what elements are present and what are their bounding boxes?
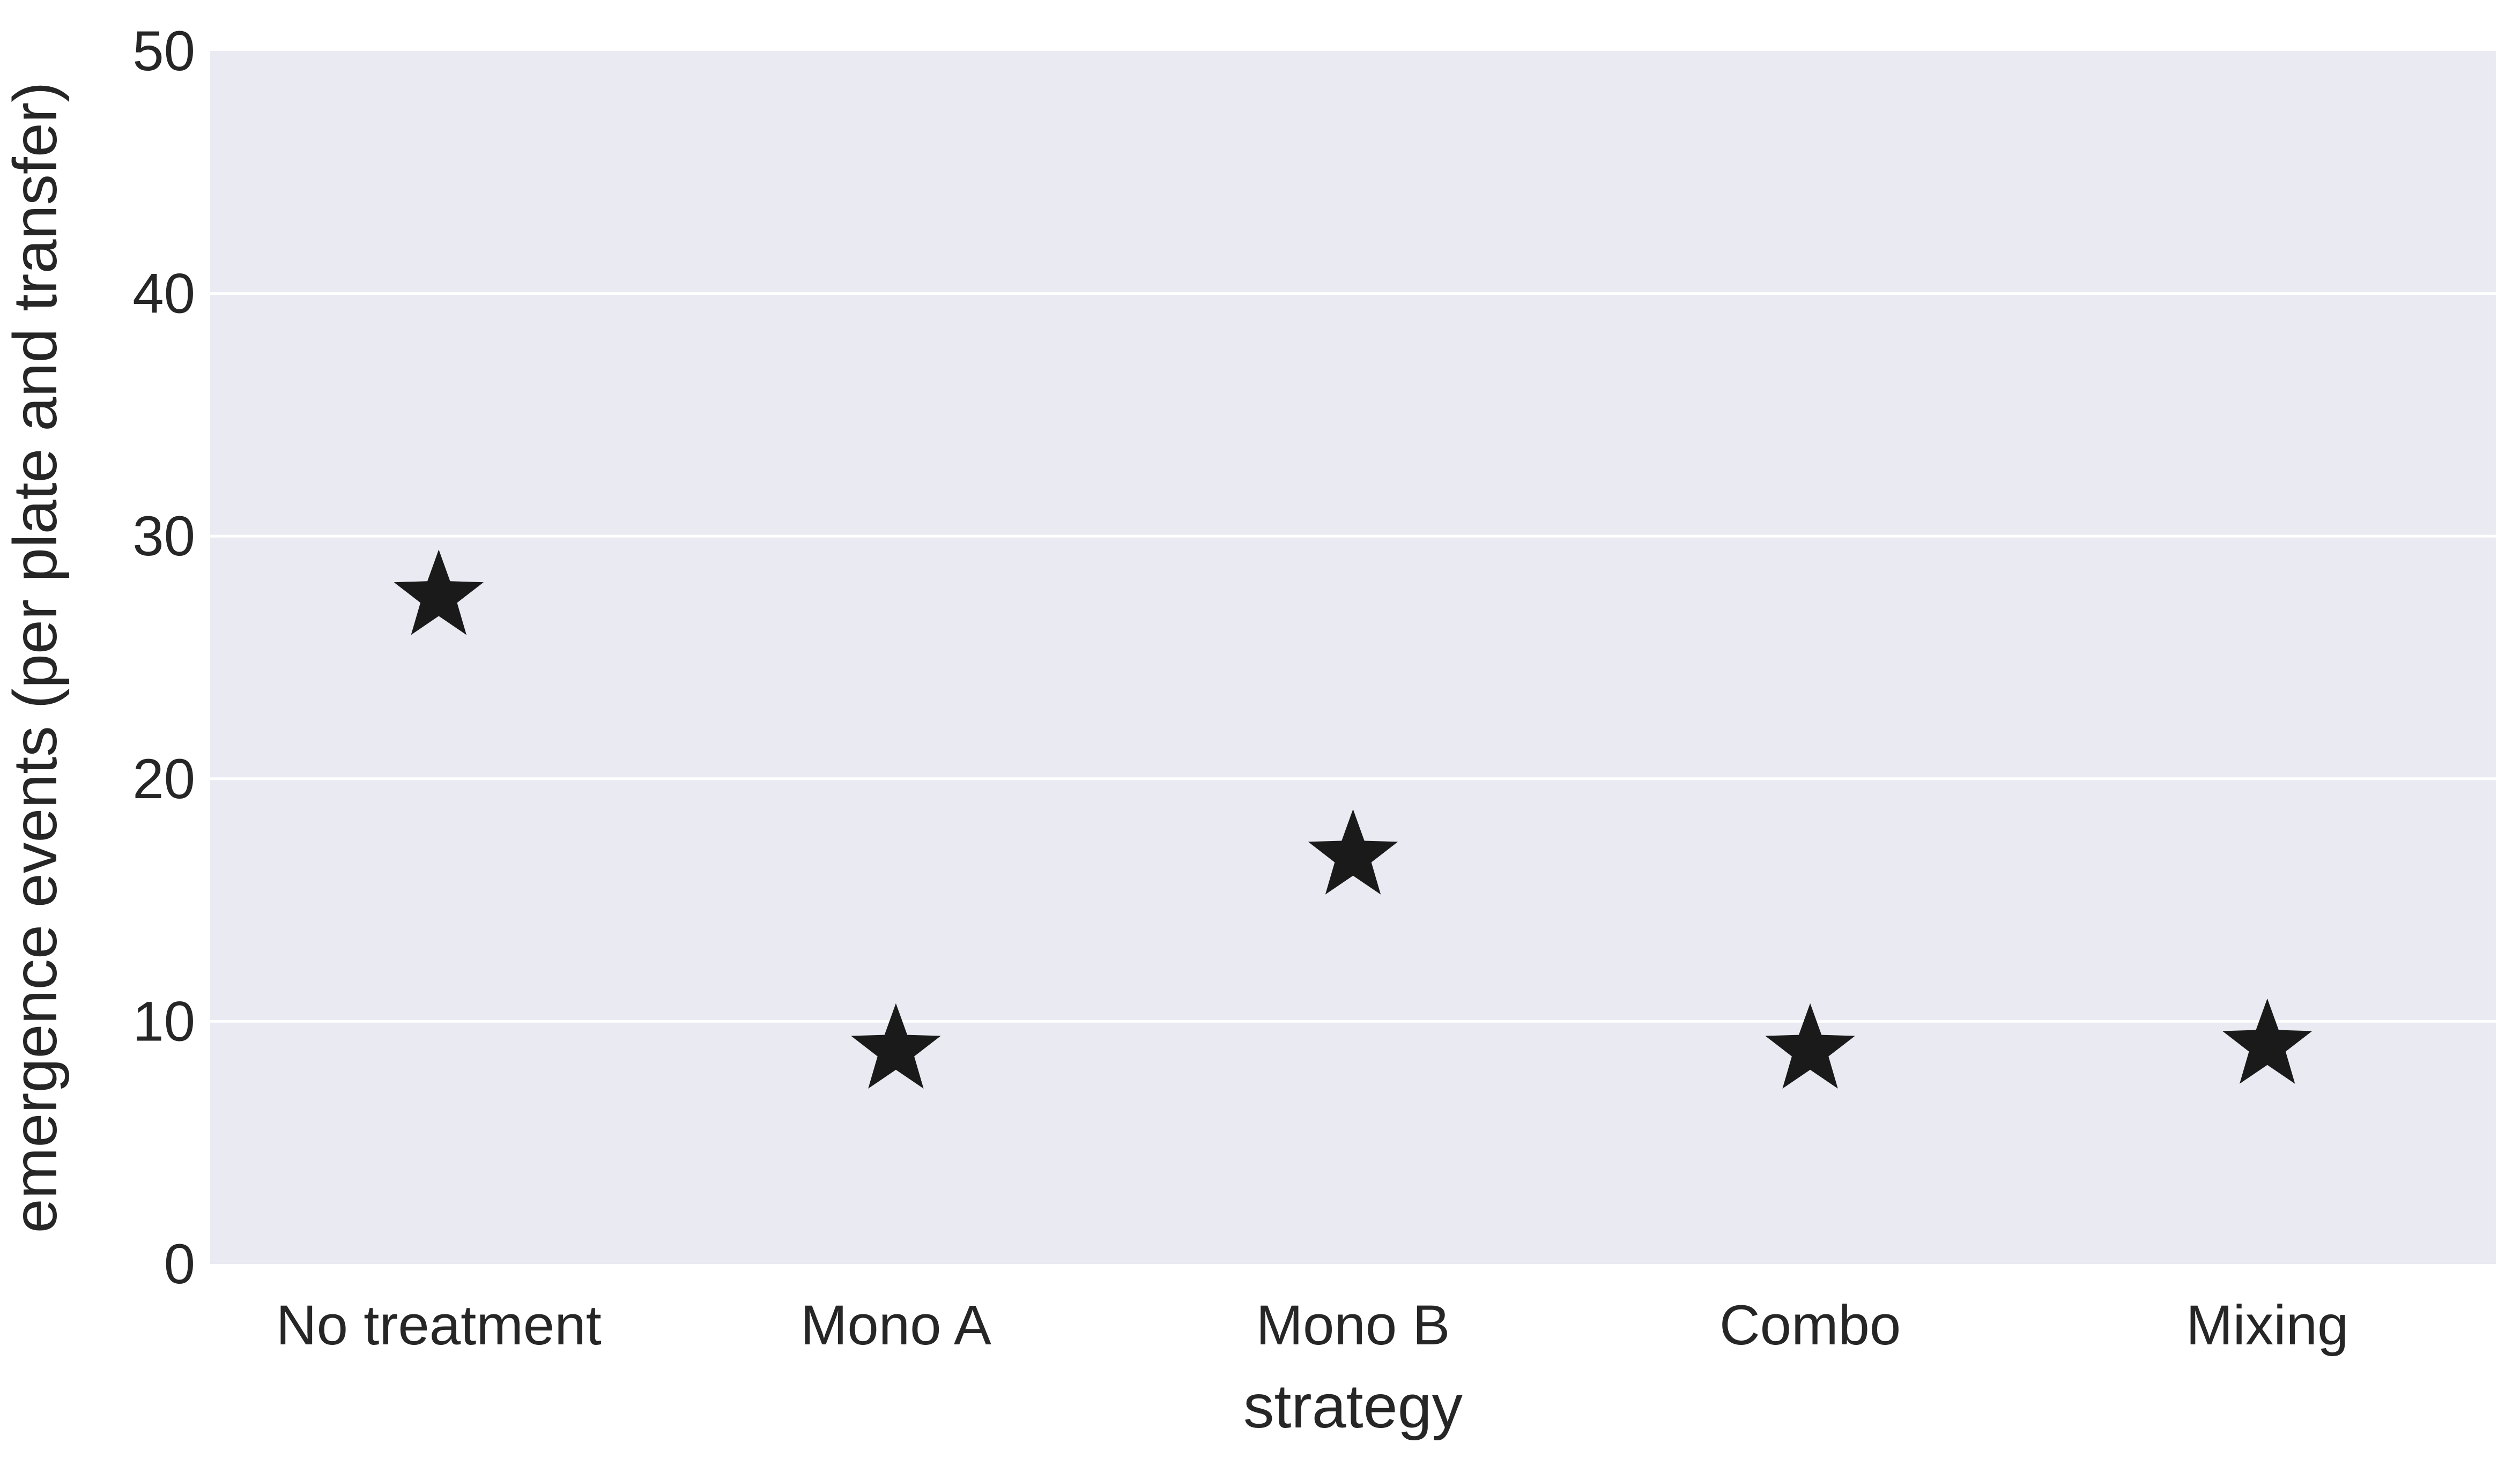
y-tick-label: 30 [132, 505, 195, 568]
y-tick-label: 40 [132, 263, 195, 325]
star-marker [1308, 809, 1398, 895]
star-marker [2222, 998, 2313, 1084]
gridlines [210, 292, 2496, 1023]
y-axis-label: emergence events (per plate and transfer… [1, 82, 70, 1233]
x-tick-label: Mono A [801, 1294, 991, 1357]
plot-area [210, 51, 2496, 1264]
y-tick-label: 20 [132, 748, 195, 810]
data-points [394, 549, 2313, 1089]
star-marker [851, 1003, 941, 1089]
star-marker [1765, 1003, 1855, 1089]
x-axis-label: strategy [1243, 1372, 1463, 1441]
x-tick-label: No treatment [276, 1294, 602, 1357]
y-tick-label: 50 [132, 20, 195, 83]
x-tick-label: Mono B [1256, 1294, 1450, 1357]
star-marker [394, 549, 484, 635]
x-tick-label: Mixing [2186, 1294, 2348, 1357]
x-tick-labels: No treatment Mono A Mono B Combo Mixing [276, 1294, 2349, 1357]
y-tick-label: 0 [164, 1233, 195, 1296]
y-tick-labels: 0 10 20 30 40 50 [132, 20, 195, 1296]
x-tick-label: Combo [1719, 1294, 1901, 1357]
y-tick-label: 10 [132, 990, 195, 1053]
